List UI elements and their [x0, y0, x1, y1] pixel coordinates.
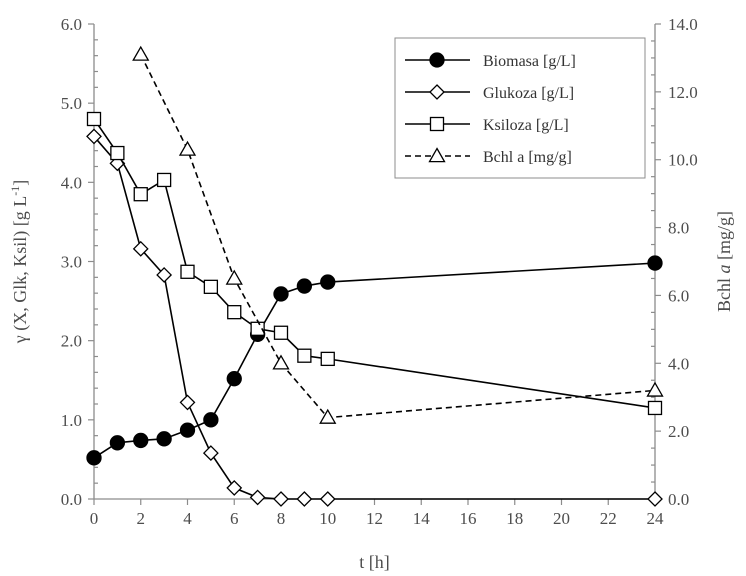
data-point [157, 432, 171, 446]
right-y-axis-title-text: Bchl [714, 274, 734, 313]
right-y-tick-label: 2.0 [668, 422, 689, 441]
data-point [227, 271, 242, 284]
legend-label: Bchl a [mg/g] [483, 149, 572, 166]
x-tick-label: 24 [647, 509, 665, 528]
legend-marker [430, 53, 444, 67]
right-y-tick-label: 12.0 [668, 83, 698, 102]
data-point [111, 147, 124, 160]
data-point [158, 173, 171, 186]
legend-label: Glukoza [g/L] [483, 85, 574, 102]
data-point [110, 436, 124, 450]
data-point [321, 275, 335, 289]
left-y-tick-label: 3.0 [61, 253, 82, 272]
series-biomasa-g-l [87, 256, 662, 465]
data-point [321, 352, 334, 365]
data-point [88, 113, 101, 126]
data-point [297, 279, 311, 293]
data-point [181, 395, 195, 409]
x-tick-label: 16 [460, 509, 477, 528]
data-point [134, 433, 148, 447]
x-tick-label: 14 [413, 509, 431, 528]
x-axis-title: t [h] [359, 552, 390, 572]
data-point [181, 423, 195, 437]
data-point [180, 142, 195, 155]
left-y-axis-title-text: γ (X, Glk, Ksil) [g L [10, 196, 31, 344]
data-point [275, 326, 288, 339]
left-y-tick-label: 1.0 [61, 411, 82, 430]
data-point [298, 349, 311, 362]
series-glukoza-g-l [87, 129, 662, 506]
left-y-axis-title: γ (X, Glk, Ksil) [g L-1] [8, 180, 31, 344]
data-point [133, 47, 148, 60]
data-point [649, 401, 662, 414]
right-y-tick-label: 6.0 [668, 286, 689, 305]
data-point [227, 481, 241, 495]
legend-marker [431, 118, 444, 131]
x-tick-label: 8 [277, 509, 286, 528]
left-y-tick-label: 4.0 [61, 173, 82, 192]
data-point [321, 492, 335, 506]
data-point [228, 306, 241, 319]
x-tick-label: 20 [553, 509, 570, 528]
data-point [297, 492, 311, 506]
right-y-axis-title-italic: a [714, 265, 734, 274]
data-point [181, 265, 194, 278]
right-y-tick-label: 4.0 [668, 354, 689, 373]
left-y-tick-label: 6.0 [61, 15, 82, 34]
data-point [648, 383, 663, 396]
left-y-axis-title-close: ] [10, 180, 30, 186]
x-tick-label: 6 [230, 509, 239, 528]
series-line [94, 263, 655, 458]
data-point [204, 413, 218, 427]
legend-label: Ksiloza [g/L] [483, 117, 569, 134]
right-y-tick-label: 8.0 [668, 219, 689, 238]
data-point [227, 372, 241, 386]
left-y-tick-label: 5.0 [61, 94, 82, 113]
data-point [274, 492, 288, 506]
x-tick-label: 12 [366, 509, 383, 528]
x-tick-label: 18 [506, 509, 523, 528]
right-y-tick-label: 14.0 [668, 15, 698, 34]
left-y-tick-label: 2.0 [61, 332, 82, 351]
data-point [251, 490, 265, 504]
right-y-axis-title-unit: [mg/g] [714, 211, 734, 265]
data-point [134, 188, 147, 201]
x-tick-label: 4 [183, 509, 192, 528]
x-tick-label: 2 [137, 509, 146, 528]
series-line [94, 136, 655, 499]
data-point [274, 287, 288, 301]
right-y-tick-label: 10.0 [668, 151, 698, 170]
right-y-axis-title: Bchl a [mg/g] [714, 211, 734, 312]
legend: Biomasa [g/L] Glukoza [g/L] Ksiloza [g/L] B… [395, 38, 645, 178]
data-point [274, 356, 289, 369]
data-point [648, 256, 662, 270]
left-y-axis-title-superscript: -1 [8, 186, 22, 196]
left-y-tick-label: 0.0 [61, 490, 82, 509]
data-point [204, 446, 218, 460]
data-point [204, 280, 217, 293]
x-tick-label: 22 [600, 509, 617, 528]
data-point [648, 492, 662, 506]
x-tick-label: 10 [319, 509, 336, 528]
data-point [87, 451, 101, 465]
legend-label: Biomasa [g/L] [483, 53, 576, 70]
x-tick-label: 0 [90, 509, 99, 528]
right-y-tick-label: 0.0 [668, 490, 689, 509]
